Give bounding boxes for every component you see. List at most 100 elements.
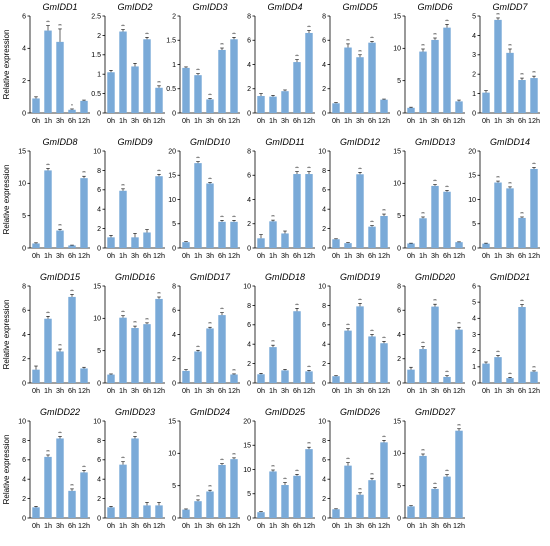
bar-0h (32, 98, 40, 113)
x-tick-label: 1h (344, 116, 352, 125)
y-tick-label: 0 (322, 515, 326, 522)
panel-title: GmIDD20 (415, 272, 455, 282)
x-tick-label: 3h (131, 386, 139, 395)
panel-gmidd6: GmIDD6 0 5 10 15 0h ** 1h ** 3h ** 6h 12h (393, 2, 465, 125)
x-tick-label: 1h (44, 521, 52, 530)
y-tick-label: 10 (93, 148, 101, 155)
significance-mark: ** (145, 317, 149, 322)
y-tick-label: 10 (393, 46, 401, 53)
y-tick-label: 6 (322, 457, 326, 464)
y-tick-label: 1 (97, 72, 101, 79)
y-tick-label: 10 (168, 197, 176, 204)
y-tick-label: 0.5 (91, 91, 101, 98)
panel-title: GmIDD4 (267, 2, 302, 12)
y-tick-label: 6 (97, 457, 101, 464)
x-tick-label: 12h (153, 521, 165, 530)
x-tick-label: 12h (528, 386, 540, 395)
panel-title: GmIDD21 (490, 272, 530, 282)
y-tick-label: 6 (22, 308, 26, 315)
panel-title: GmIDD5 (342, 2, 378, 12)
x-tick-label: 12h (153, 251, 165, 260)
y-tick-label: 4 (97, 477, 101, 484)
bar-3h (56, 230, 64, 248)
significance-mark: ** (508, 43, 512, 48)
y-tick-label: 2 (322, 496, 326, 503)
y-tick-label: 15 (168, 173, 176, 180)
x-tick-label: 0h (32, 116, 40, 125)
x-tick-label: 1h (494, 251, 502, 260)
significance-mark: ** (145, 31, 149, 36)
x-tick-label: 1h (494, 386, 502, 395)
bar-3h (131, 438, 139, 518)
significance-mark: ** (208, 177, 212, 182)
y-tick-label: 0 (397, 380, 401, 387)
bar-12h (530, 168, 538, 248)
bar-12h (455, 430, 463, 518)
x-tick-label: 3h (356, 251, 364, 260)
y-tick-label: 8 (172, 283, 176, 290)
x-tick-label: 6h (218, 521, 226, 530)
x-tick-label: 0h (407, 386, 415, 395)
panel-title: GmIDD18 (265, 272, 305, 282)
x-tick-label: 6h (68, 521, 76, 530)
panel-gmidd8: GmIDD8 0 5 10 15 0h ** 1h ** 3h 6h ** 12h Relative ex… (2, 137, 90, 260)
significance-mark: ** (421, 43, 425, 48)
x-tick-label: 3h (506, 386, 514, 395)
x-tick-label: 3h (281, 251, 289, 260)
y-tick-label: 5 (397, 483, 401, 490)
x-tick-label: 6h (443, 251, 451, 260)
y-tick-label: 8 (322, 303, 326, 310)
significance-mark: ** (445, 184, 449, 189)
x-tick-label: 0h (182, 116, 190, 125)
y-tick-label: 0 (322, 245, 326, 252)
significance-mark: ** (46, 449, 50, 454)
panel-title: GmIDD25 (265, 407, 306, 417)
y-tick-label: 0 (472, 245, 476, 252)
panel-title: GmIDD17 (190, 272, 231, 282)
significance-mark: ** (208, 92, 212, 97)
bar-0h (332, 239, 340, 248)
panel-title: GmIDD14 (490, 137, 530, 147)
y-tick-label: 8 (97, 438, 101, 445)
significance-mark: ** (295, 468, 299, 473)
significance-mark: ** (196, 344, 200, 349)
x-tick-label: 1h (269, 521, 277, 530)
y-tick-label: 1 (472, 91, 476, 98)
bar-3h (56, 41, 64, 113)
x-tick-label: 0h (407, 251, 415, 260)
bar-12h (380, 442, 388, 518)
bar-3h (281, 370, 289, 383)
y-tick-label: 2 (247, 86, 251, 93)
bar-6h (68, 245, 76, 248)
significance-mark: ** (157, 291, 161, 296)
x-tick-label: 0h (32, 386, 40, 395)
significance-mark: ** (220, 458, 224, 463)
panel-title: GmIDD13 (415, 137, 455, 147)
significance-mark: ** (133, 431, 137, 436)
x-tick-label: 1h (269, 116, 277, 125)
y-tick-label: 8 (322, 13, 326, 20)
y-tick-label: 20 (468, 148, 476, 155)
x-tick-label: 12h (303, 116, 315, 125)
y-tick-label: 10 (168, 451, 176, 458)
significance-mark: ** (445, 18, 449, 23)
y-tick-label: 2 (97, 496, 101, 503)
significance-mark: ** (346, 457, 350, 462)
significance-mark: ** (421, 448, 425, 453)
y-tick-label: 6 (247, 322, 251, 329)
x-tick-label: 6h (143, 251, 151, 260)
x-tick-label: 0h (257, 116, 265, 125)
y-tick-label: 4 (22, 332, 26, 339)
y-tick-label: 4 (22, 46, 26, 53)
x-tick-label: 3h (431, 386, 439, 395)
y-tick-label: 10 (318, 148, 326, 155)
y-tick-label: 8 (97, 168, 101, 175)
bar-3h (431, 39, 439, 113)
y-tick-label: 5 (472, 221, 476, 228)
x-tick-label: 12h (153, 386, 165, 395)
bar-6h (218, 315, 226, 383)
y-tick-label: 10 (243, 467, 251, 474)
y-tick-label: 6 (397, 308, 401, 315)
x-tick-label: 12h (453, 521, 465, 530)
